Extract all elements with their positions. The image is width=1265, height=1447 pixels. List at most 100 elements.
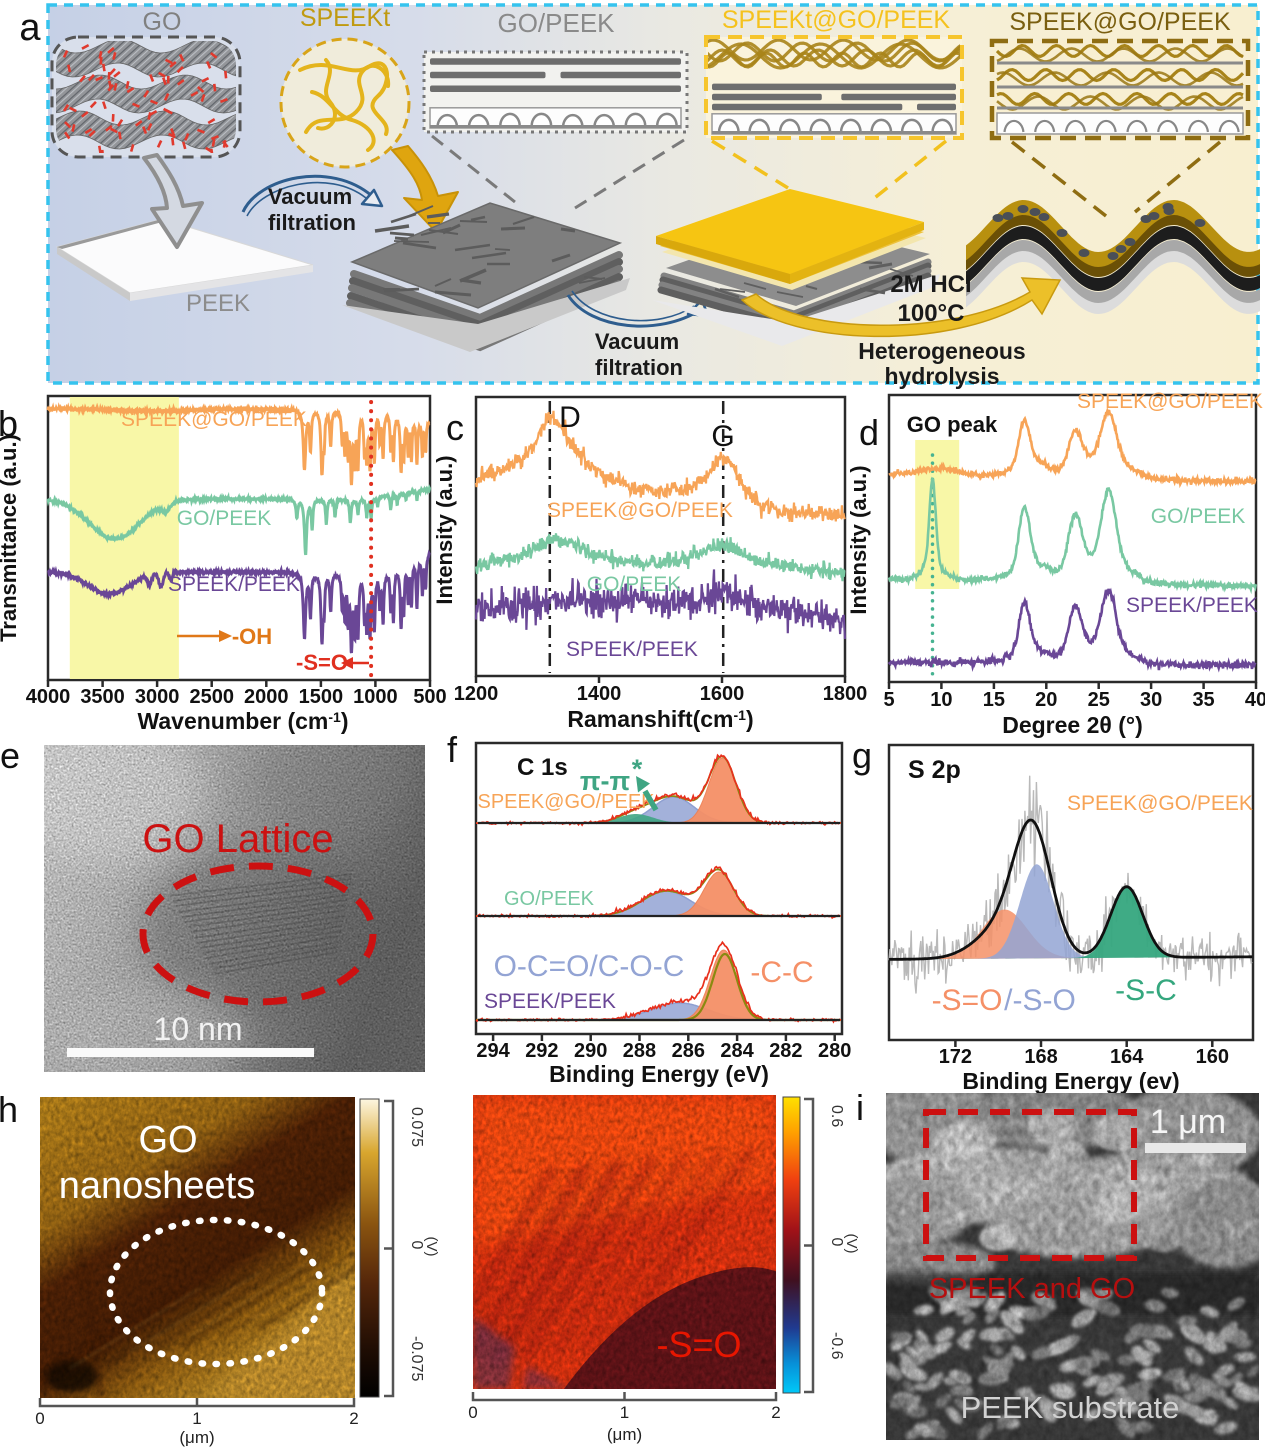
- svg-text:164: 164: [1110, 1046, 1144, 1068]
- svg-text:1600: 1600: [700, 683, 745, 705]
- svg-text:c: c: [446, 407, 464, 448]
- svg-text:d: d: [859, 412, 879, 453]
- svg-text:*: *: [632, 754, 643, 784]
- svg-text:10 nm: 10 nm: [154, 1011, 243, 1047]
- svg-text:1800: 1800: [823, 683, 868, 705]
- svg-text:filtration: filtration: [268, 210, 356, 235]
- svg-text:SPEEK and GO: SPEEK and GO: [929, 1273, 1135, 1305]
- svg-text:Binding Energy (eV): Binding Energy (eV): [549, 1061, 769, 1087]
- svg-text:π-π: π-π: [580, 766, 630, 796]
- svg-text:290: 290: [574, 1040, 607, 1062]
- svg-text:Vacuum: Vacuum: [595, 329, 679, 354]
- svg-text:1 μm: 1 μm: [1150, 1103, 1226, 1141]
- svg-text:282: 282: [769, 1040, 802, 1062]
- svg-text:G: G: [711, 420, 734, 453]
- svg-text:-0.075: -0.075: [408, 1336, 425, 1381]
- svg-text:SPEEK@GO/PEEK: SPEEK@GO/PEEK: [1067, 792, 1253, 815]
- svg-text:GO peak: GO peak: [907, 412, 998, 437]
- svg-text:SPEEK@GO/PEEK: SPEEK@GO/PEEK: [1077, 390, 1263, 413]
- svg-text:2M HCl: 2M HCl: [890, 271, 971, 298]
- svg-text:172: 172: [939, 1046, 972, 1068]
- svg-text:0: 0: [828, 1238, 845, 1247]
- svg-text:0: 0: [468, 1403, 477, 1422]
- svg-text:GO: GO: [143, 8, 182, 36]
- svg-text:Ramanshift(cm-1): Ramanshift(cm-1): [567, 706, 753, 732]
- svg-text:hydrolysis: hydrolysis: [884, 363, 999, 389]
- svg-text:10: 10: [930, 689, 952, 711]
- svg-text:/-S-O: /-S-O: [1004, 984, 1076, 1017]
- svg-text:15: 15: [983, 689, 1005, 711]
- svg-text:PEEK substrate: PEEK substrate: [961, 1390, 1180, 1425]
- svg-text:Degree 2θ (°): Degree 2θ (°): [1002, 712, 1143, 738]
- svg-text:Heterogeneous: Heterogeneous: [858, 338, 1025, 364]
- svg-text:-S=O: -S=O: [656, 1324, 741, 1365]
- svg-text:S 2p: S 2p: [908, 756, 961, 784]
- svg-text:35: 35: [1192, 689, 1214, 711]
- svg-text:1500: 1500: [299, 686, 344, 708]
- svg-text:(μm): (μm): [607, 1425, 642, 1444]
- svg-text:SPEEK@GO/PEEK: SPEEK@GO/PEEK: [121, 408, 307, 431]
- svg-text:SPEEK/PEEK: SPEEK/PEEK: [168, 573, 300, 596]
- svg-text:-OH: -OH: [232, 624, 272, 649]
- svg-text:0: 0: [408, 1241, 425, 1250]
- svg-text:-S-C: -S-C: [1115, 974, 1177, 1007]
- svg-text:b: b: [0, 403, 18, 444]
- svg-text:h: h: [0, 1089, 18, 1130]
- svg-text:30: 30: [1140, 689, 1162, 711]
- svg-text:0.6: 0.6: [828, 1105, 845, 1127]
- svg-text:SPEEK/PEEK: SPEEK/PEEK: [484, 990, 616, 1013]
- svg-text:GO: GO: [138, 1119, 197, 1161]
- svg-text:GO/PEEK: GO/PEEK: [497, 8, 615, 38]
- svg-text:3000: 3000: [135, 686, 180, 708]
- svg-text:1: 1: [192, 1409, 201, 1428]
- svg-text:Transmittance (a.u.): Transmittance (a.u.): [0, 434, 21, 642]
- svg-text:GO/PEEK: GO/PEEK: [587, 573, 682, 596]
- svg-text:Wavenumber (cm-1): Wavenumber (cm-1): [138, 708, 349, 734]
- svg-text:PEEK: PEEK: [186, 290, 250, 317]
- svg-text:-S=O: -S=O: [296, 650, 348, 675]
- svg-text:g: g: [852, 735, 872, 776]
- svg-text:100°C: 100°C: [898, 300, 965, 327]
- svg-text:SPEEK@GO/PEEK: SPEEK@GO/PEEK: [1009, 8, 1231, 36]
- svg-text:0.075: 0.075: [408, 1107, 425, 1147]
- svg-text:GO/PEEK: GO/PEEK: [1151, 505, 1246, 528]
- svg-text:288: 288: [623, 1040, 656, 1062]
- svg-text:(μm): (μm): [179, 1428, 214, 1447]
- svg-text:25: 25: [1088, 689, 1110, 711]
- svg-text:f: f: [447, 729, 458, 770]
- svg-text:286: 286: [672, 1040, 705, 1062]
- svg-text:280: 280: [818, 1040, 851, 1062]
- svg-text:e: e: [0, 735, 20, 776]
- svg-text:GO Lattice: GO Lattice: [142, 817, 333, 861]
- svg-text:20: 20: [1035, 689, 1057, 711]
- svg-text:2: 2: [771, 1403, 780, 1422]
- svg-text:284: 284: [720, 1040, 754, 1062]
- svg-text:1200: 1200: [454, 683, 499, 705]
- svg-text:i: i: [856, 1087, 864, 1128]
- svg-text:5: 5: [883, 689, 894, 711]
- svg-text:168: 168: [1024, 1046, 1057, 1068]
- svg-text:Binding Energy (ev): Binding Energy (ev): [962, 1068, 1179, 1094]
- svg-text:3500: 3500: [80, 686, 125, 708]
- svg-text:SPEEK@GO/PEEK: SPEEK@GO/PEEK: [547, 499, 733, 522]
- svg-text:O-C=O/C-O-C: O-C=O/C-O-C: [494, 950, 685, 983]
- svg-text:4000: 4000: [26, 686, 71, 708]
- svg-text:GO/PEEK: GO/PEEK: [177, 507, 272, 530]
- svg-text:40: 40: [1245, 689, 1265, 711]
- svg-text:-C-C: -C-C: [750, 956, 813, 989]
- svg-text:2500: 2500: [189, 686, 234, 708]
- svg-text:SPEEKt@GO/PEEK: SPEEKt@GO/PEEK: [722, 6, 951, 34]
- svg-text:Intensity (a.u.): Intensity (a.u.): [432, 455, 457, 604]
- svg-text:0: 0: [35, 1409, 44, 1428]
- svg-text:Vacuum: Vacuum: [268, 184, 352, 209]
- svg-text:292: 292: [525, 1040, 558, 1062]
- svg-text:C 1s: C 1s: [517, 754, 568, 781]
- svg-text:500: 500: [413, 686, 446, 708]
- svg-text:D: D: [559, 401, 581, 434]
- svg-text:160: 160: [1196, 1046, 1229, 1068]
- svg-text:a: a: [19, 7, 41, 49]
- svg-text:filtration: filtration: [595, 355, 683, 380]
- svg-text:Intensity (a.u.): Intensity (a.u.): [846, 465, 871, 614]
- svg-text:-0.6: -0.6: [828, 1332, 845, 1360]
- svg-text:1: 1: [620, 1403, 629, 1422]
